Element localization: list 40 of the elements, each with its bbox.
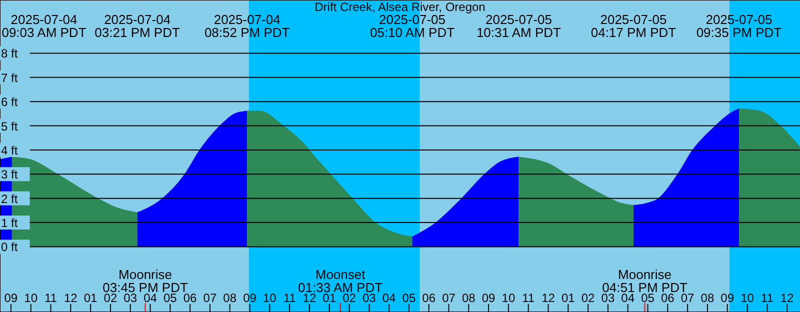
- x-tick-label: 10: [24, 291, 38, 305]
- x-tick-label: 02: [581, 291, 596, 305]
- x-tick-label: 12: [64, 291, 78, 305]
- x-tick-label: 09: [243, 291, 257, 305]
- x-tick-label: 11: [283, 291, 296, 305]
- x-tick-label: 11: [522, 291, 535, 305]
- x-tick-label: 04: [382, 291, 396, 305]
- y-tick-label: 1 ft: [1, 216, 18, 230]
- x-tick-label: 08: [700, 291, 714, 305]
- x-tick-label: 10: [262, 291, 277, 305]
- x-tick-label: 11: [760, 291, 774, 305]
- x-tick-label: 08: [223, 291, 237, 305]
- x-tick-label: 08: [462, 291, 476, 305]
- annotation: 2025-07-05 05:10 AM PDT: [370, 12, 455, 40]
- x-tick-label: 10: [740, 291, 754, 305]
- x-tick-label: 07: [203, 291, 217, 305]
- y-tick-label: 0 ft: [1, 240, 18, 254]
- x-tick-label: 10: [502, 291, 516, 305]
- x-tick-label: 06: [422, 291, 436, 305]
- x-tick-label: 07: [442, 291, 456, 305]
- x-tick-label: 12: [542, 291, 556, 305]
- annotation: 2025-07-04 03:21 PM PDT: [94, 12, 180, 40]
- x-tick-label: 11: [44, 291, 58, 305]
- x-tick-label: 09: [4, 291, 18, 305]
- x-tick-label: 01: [561, 291, 576, 305]
- y-tick-label: 3 ft: [1, 168, 18, 182]
- y-tick-label: 7 ft: [1, 70, 18, 85]
- y-tick-label: 8 ft: [1, 46, 18, 61]
- x-tick-label: 05: [402, 291, 416, 305]
- y-tick-label: 6 ft: [1, 95, 18, 110]
- y-tick-label: 4 ft: [1, 143, 18, 158]
- y-tick-label: 2 ft: [1, 192, 18, 206]
- annotation: 2025-07-05 04:17 PM PDT: [590, 12, 676, 40]
- annotation: 2025-07-04 09:03 AM PDT: [2, 12, 86, 40]
- annotation: 2025-07-05 09:35 PM PDT: [696, 12, 782, 40]
- x-tick-label: 01: [84, 291, 98, 305]
- x-tick-label: 12: [780, 291, 794, 305]
- annotation: 2025-07-05 10:31 AM PDT: [476, 12, 562, 40]
- x-tick-label: 09: [482, 291, 496, 305]
- y-tick-label: 5 ft: [1, 119, 18, 134]
